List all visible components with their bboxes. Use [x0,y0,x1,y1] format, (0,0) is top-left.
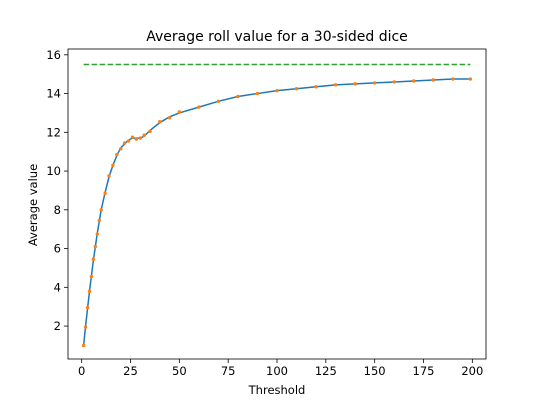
y-tick-label: 10 [46,164,61,178]
x-tick-label: 175 [413,364,435,378]
data-point [93,244,98,249]
data-point [142,133,146,137]
x-tick-label: 150 [364,364,386,378]
y-tick-label: 4 [54,280,61,294]
chart-title: Average roll value for a 30-sided dice [146,29,408,45]
y-tick-label: 16 [46,48,61,62]
data-point [89,274,94,279]
data-point [431,78,435,82]
data-point [119,147,123,151]
data-point [99,208,103,212]
data-point [103,191,107,196]
data-point [115,152,119,157]
x-tick-label: 200 [461,364,483,378]
data-point [138,136,142,140]
y-axis-label: Average value [26,164,40,246]
y-tick-label: 8 [54,203,61,217]
data-point [122,141,127,145]
data-point [158,119,162,124]
data-point [111,163,115,167]
x-tick-label: 25 [123,364,138,378]
data-point [451,77,455,81]
y-tick-label: 2 [54,319,61,333]
data-point [468,77,473,81]
data-point [294,87,299,91]
data-point [91,257,96,261]
data-point [167,116,172,120]
x-axis-label: Threshold [248,383,306,397]
data-point [85,305,90,310]
data-point [87,289,92,293]
plot-frame [67,48,487,360]
data-point [134,137,139,141]
data-point [275,88,279,93]
data-point [236,94,240,99]
x-tick-label: 100 [266,364,288,378]
y-tick-label: 6 [54,242,61,256]
data-point [353,82,357,86]
data-point [177,110,182,114]
data-point [314,85,318,89]
data-point [148,129,152,134]
series-line [82,78,471,346]
data-point [197,105,201,109]
data-point [107,174,111,178]
data-point [255,91,260,96]
data-point [95,232,100,236]
y-tick-label: 14 [46,87,61,101]
data-point [81,343,86,348]
x-tick-label: 0 [78,364,85,378]
y-tick-label: 12 [46,125,61,139]
x-tick-label: 50 [172,364,187,378]
data-point [216,99,221,104]
x-tick-label: 125 [315,364,337,378]
data-point [130,135,135,139]
data-point [83,325,88,329]
data-point [333,83,338,87]
plot-area: 0 25 50 75 100 125 150 175 200 2 4 6 8 10 12 14 16 [46,48,487,378]
data-point [372,81,377,85]
data-point [97,218,101,223]
data-point [126,139,131,143]
data-point [392,80,396,84]
data-point [412,79,416,83]
x-tick-label: 75 [221,364,236,378]
